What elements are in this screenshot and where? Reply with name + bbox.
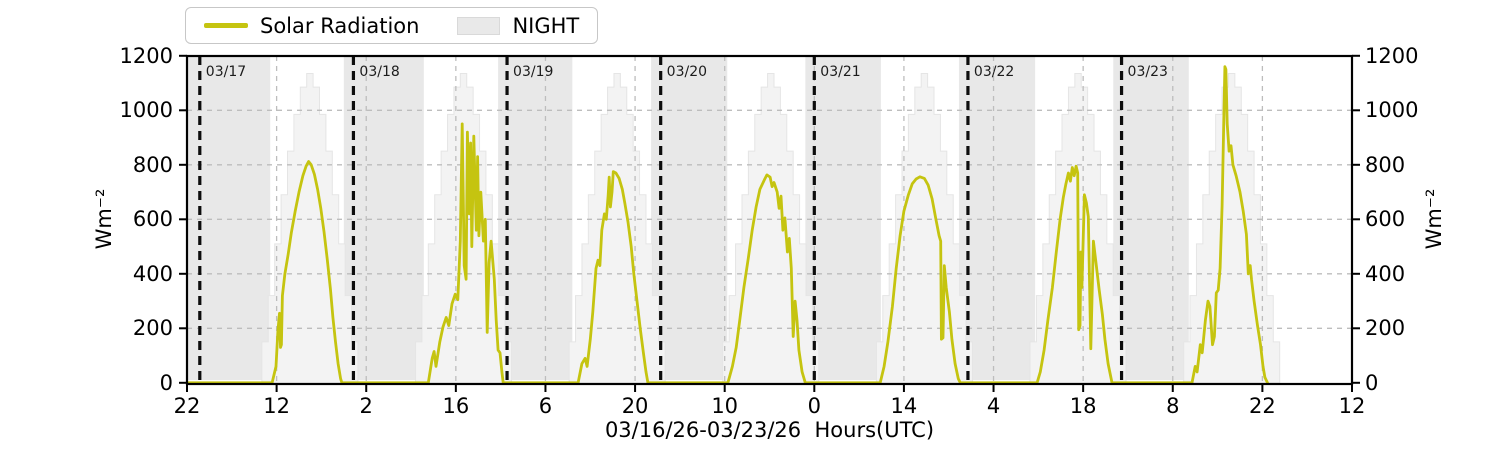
ytick-right-1200: 1200 — [1365, 43, 1419, 68]
date-label-03-18: 03/18 — [359, 64, 400, 80]
xtick-9: 4 — [986, 394, 1001, 418]
xtick-4: 6 — [538, 394, 553, 418]
night-band — [805, 56, 881, 380]
ytick-left-400: 400 — [132, 261, 173, 286]
xtick-13: 12 — [1338, 394, 1366, 418]
night-band — [651, 56, 728, 380]
xtick-3: 16 — [442, 394, 470, 418]
xtick-2: 2 — [359, 394, 373, 418]
tick-marks — [179, 54, 1360, 392]
night-band — [498, 56, 573, 380]
clear-sky-step-area — [261, 73, 359, 384]
legend-label-night: NIGHT — [512, 13, 580, 38]
ytick-right-200: 200 — [1365, 316, 1406, 341]
night-band — [1113, 56, 1189, 380]
xtick-11: 8 — [1166, 394, 1180, 418]
date-label-03-21: 03/21 — [820, 64, 861, 80]
ytick-left-0: 0 — [159, 370, 173, 395]
night-band — [958, 56, 1036, 380]
solar-radiation-line — [185, 65, 1269, 385]
xtick-8: 14 — [890, 394, 918, 418]
ytick-right-0: 0 — [1365, 370, 1379, 395]
xtick-10: 18 — [1069, 394, 1097, 418]
solar-radiation-line-swatch — [204, 23, 248, 28]
xtick-6: 10 — [711, 394, 739, 418]
date-label-03-19: 03/19 — [513, 64, 554, 80]
ytick-left-800: 800 — [132, 152, 173, 177]
clear-sky-step-area — [1183, 73, 1281, 384]
xtick-0: 22 — [173, 394, 201, 418]
day-boundary-lines — [198, 56, 1124, 384]
clear-sky-step-area — [875, 73, 973, 384]
legend: Solar Radiation NIGHT — [185, 7, 599, 44]
night-patch-swatch — [457, 16, 501, 35]
clear-sky-step-area — [568, 73, 666, 384]
ytick-right-600: 600 — [1365, 207, 1406, 232]
xtick-1: 12 — [263, 394, 290, 418]
night-band — [343, 56, 424, 380]
ytick-left-1000: 1000 — [119, 98, 173, 123]
date-label-03-20: 03/20 — [666, 64, 708, 80]
ytick-left-200: 200 — [132, 316, 173, 341]
xtick-12: 22 — [1249, 394, 1276, 418]
xtick-5: 20 — [621, 394, 649, 418]
legend-label-solar-radiation: Solar Radiation — [260, 13, 420, 38]
ytick-right-1000: 1000 — [1365, 98, 1419, 123]
ytick-left-1200: 1200 — [119, 43, 173, 68]
ytick-right-800: 800 — [1365, 152, 1406, 177]
legend-item-night: NIGHT — [457, 14, 579, 38]
xtick-7: 0 — [807, 394, 821, 418]
ytick-left-600: 600 — [132, 207, 173, 232]
date-label-03-17: 03/17 — [205, 64, 247, 80]
legend-item-solar-radiation: Solar Radiation — [204, 14, 419, 38]
date-label-03-22: 03/22 — [973, 64, 1015, 80]
ytick-right-400: 400 — [1365, 261, 1406, 286]
x-axis-label: 03/16/26-03/23/26 Hours(UTC) — [604, 418, 935, 442]
date-label-03-23: 03/23 — [1127, 64, 1168, 80]
